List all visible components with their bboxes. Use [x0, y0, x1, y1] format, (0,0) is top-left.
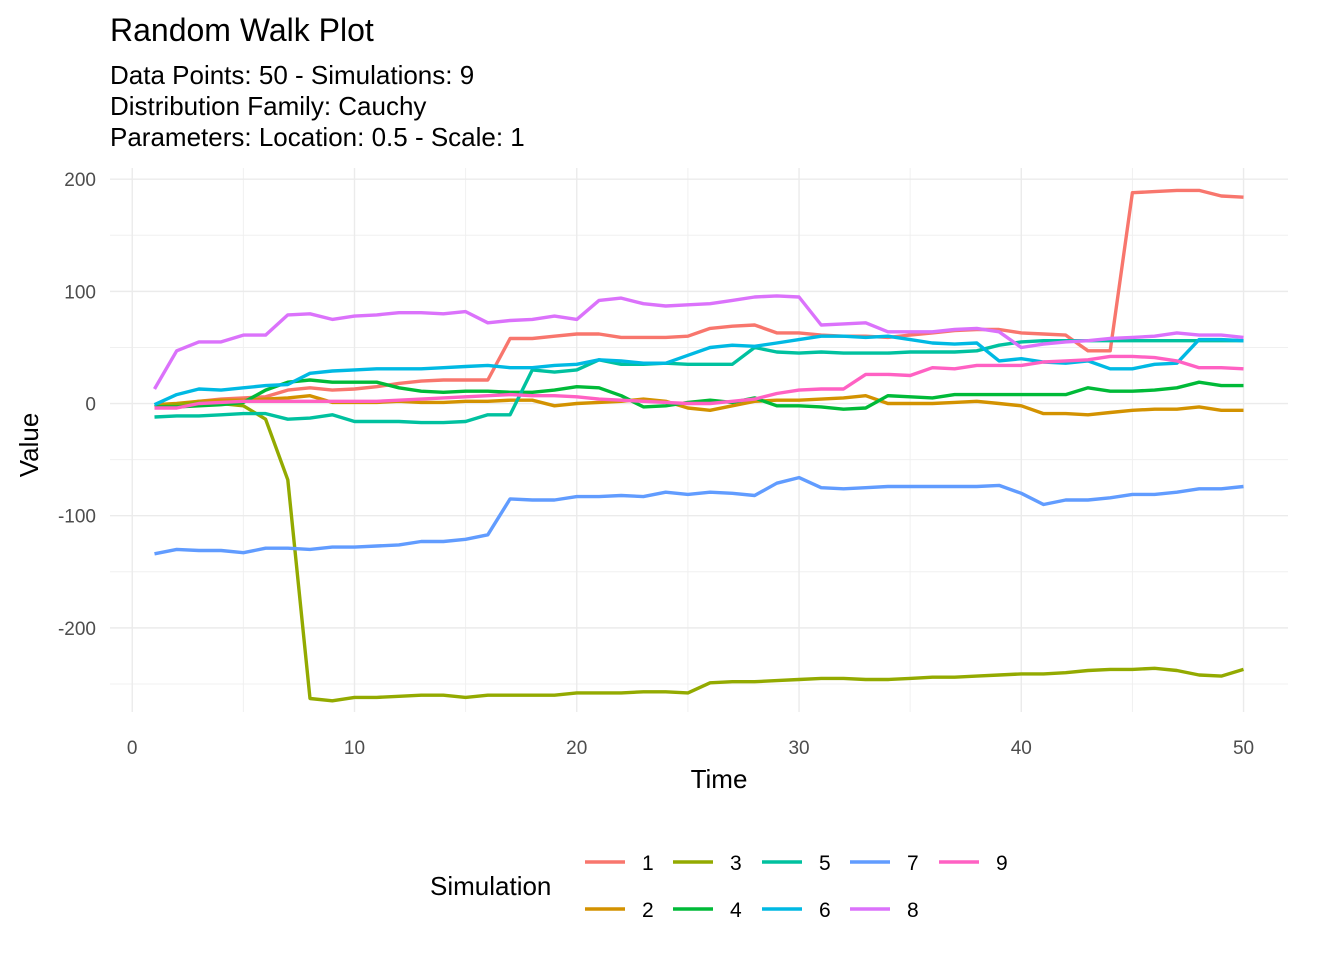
series-line-9: [154, 354, 1244, 410]
legend-item-4: 4: [673, 899, 742, 922]
x-tick-label: 10: [344, 738, 365, 759]
subtitle-line-2: Distribution Family: Cauchy: [110, 91, 427, 121]
x-tick-label: 40: [1011, 738, 1032, 759]
series-line-6: [153, 334, 1244, 407]
grid: [110, 168, 1288, 712]
subtitle-line-1: Data Points: 50 - Simulations: 9: [110, 60, 475, 90]
legend-item-7: 7: [850, 852, 919, 875]
series-line-1: [154, 188, 1244, 409]
x-tick-label: 20: [566, 738, 587, 759]
legend-label-4: 4: [730, 899, 742, 922]
x-tick-label: 0: [127, 738, 138, 759]
y-tick-label: -200: [58, 619, 96, 640]
legend-item-9: 9: [939, 852, 1008, 875]
x-tick-label: 50: [1233, 738, 1254, 759]
legend-label-8: 8: [907, 899, 919, 922]
tick-labels: 0 10 20 30 40 50 200 100 0 -100 -200: [58, 170, 1254, 759]
y-tick-label: 200: [64, 170, 96, 191]
legend-label-7: 7: [907, 852, 919, 875]
legend-label-2: 2: [642, 899, 654, 922]
series-line-4: [154, 378, 1244, 411]
legend-item-5: 5: [762, 852, 831, 875]
legend-items: 1 2 3 4 5 6 7 8 9: [585, 852, 1008, 922]
y-tick-label: -100: [58, 507, 96, 528]
legend-item-8: 8: [850, 899, 919, 922]
legend-label-3: 3: [730, 852, 742, 875]
legend-item-6: 6: [762, 899, 831, 922]
legend-item-1: 1: [585, 852, 654, 875]
series-lines: [153, 188, 1244, 703]
y-tick-label: 100: [64, 282, 96, 303]
legend-label-1: 1: [642, 852, 654, 875]
subtitle-line-3: Parameters: Location: 0.5 - Scale: 1: [110, 122, 525, 152]
x-axis-title: Time: [691, 764, 748, 794]
y-axis-title: Value: [14, 413, 44, 478]
legend-label-6: 6: [819, 899, 831, 922]
legend-item-2: 2: [585, 899, 654, 922]
x-tick-label: 30: [788, 738, 809, 759]
chart-title: Random Walk Plot: [110, 12, 374, 48]
y-tick-label: 0: [85, 395, 96, 416]
legend-label-5: 5: [819, 852, 831, 875]
series-line-3: [154, 400, 1244, 703]
series-line-2: [154, 394, 1244, 417]
series-line-7: [154, 475, 1244, 556]
legend: Simulation 1 2 3 4 5 6 7 8 9: [430, 852, 1008, 922]
legend-label-9: 9: [996, 852, 1008, 875]
legend-title: Simulation: [430, 871, 551, 901]
series-line-8: [153, 294, 1244, 390]
legend-item-3: 3: [673, 852, 742, 875]
